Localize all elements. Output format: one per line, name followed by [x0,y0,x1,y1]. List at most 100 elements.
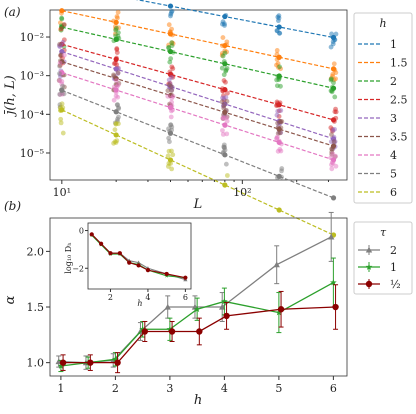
data-point-tau2 [273,261,280,268]
data-point-h1.5 [220,35,226,40]
data-point-h2 [220,53,226,59]
data-point-h4 [222,122,228,128]
data-point-h4 [170,93,176,99]
plot-b-area [55,211,339,374]
data-point-h1 [276,24,282,30]
data-point-h4 [224,115,229,121]
data-point-h2.5 [58,26,64,32]
data-point-tau1 [57,362,65,369]
inset-point-tau½ [136,263,141,268]
plot-b-frame [49,217,348,377]
data-point-h1.5 [331,61,337,67]
data-point-tau2 [164,303,171,310]
data-point-h3 [275,108,281,114]
data-point-h2 [168,56,174,61]
data-point-h3 [274,112,280,118]
data-point-h2 [276,73,282,79]
data-point-h4 [220,128,225,133]
fit-line-h3.5 [61,61,334,147]
data-point-h6 [113,132,119,138]
legend-b-marker-2 [365,246,373,253]
x-tick-label: 6 [330,382,337,395]
data-point-h3.5 [276,126,282,132]
legend-a-box [353,12,413,204]
data-point-h2 [113,36,119,42]
legend-a-label-5: 5 [390,168,397,181]
data-point-h5 [222,144,227,150]
data-point-tau½ [196,328,203,335]
data-point-h1.5 [222,42,228,49]
data-point-h6 [276,207,282,213]
fit-line-h5 [61,89,334,199]
inset-point-tau½ [127,260,132,265]
data-point-h3.5 [278,118,283,124]
data-point-h6 [169,166,175,172]
data-point-h5 [59,87,65,93]
data-point-tau1 [221,297,228,305]
data-point-h5 [166,126,171,132]
data-point-h2.5 [114,50,120,55]
legend-b-label-½: ½ [390,278,401,291]
inset-point-tau½ [145,268,151,273]
inset-y-tick-label: −2 [72,264,84,273]
data-point-h2.5 [112,60,118,66]
data-point-h3.5 [331,139,337,145]
data-point-h2 [59,15,64,21]
data-point-h3.5 [221,102,227,108]
data-point-h3.5 [169,84,174,89]
inset-point-tau½ [89,232,94,237]
data-point-h6 [166,148,172,154]
data-point-h1.5 [115,15,120,21]
data-point-h2.5 [330,117,337,123]
data-point-h6 [170,152,176,158]
data-point-h5 [167,139,172,145]
fit-line-h6 [61,109,334,236]
inset-frame [87,222,192,290]
data-point-h4 [333,153,338,159]
data-point-h5 [116,105,121,111]
data-point-h3.5 [219,99,225,105]
data-point-tau½ [332,303,339,311]
panel-a-label: (a) [4,5,21,19]
data-point-tau½ [141,328,149,335]
data-point-tau2 [327,233,335,240]
legend-a-label-1.5: 1.5 [390,57,408,70]
fit-line-h1.5 [61,10,334,70]
data-point-h3.5 [57,41,63,47]
data-point-h3 [166,77,172,83]
data-point-h2.5 [225,90,230,96]
data-point-h2.5 [170,66,176,71]
y-tick-label: 1.5 [27,301,45,314]
data-point-h6 [113,140,119,145]
legend-a-title: h [379,17,386,30]
data-point-h3 [113,66,119,72]
data-point-h2 [330,85,337,91]
plot-b-ticks: 1 2 3 4 5 6 1.0 1.5 2.0 [27,245,337,395]
data-point-h2 [278,83,283,89]
data-point-h5 [57,63,62,69]
data-point-h3.5 [165,88,171,94]
legend-b-label-1: 1 [390,261,397,274]
data-point-h3.5 [169,88,174,94]
data-point-h4 [115,94,121,100]
data-point-h4 [220,115,226,121]
data-point-h1 [330,34,337,41]
data-point-tau1 [166,325,174,333]
data-point-h2 [166,45,172,50]
data-point-h5 [222,152,228,158]
data-point-h2 [332,94,338,100]
data-point-h5 [61,91,67,97]
x-tick-label: 10² [233,186,251,199]
data-point-h1 [167,3,174,9]
data-point-h6 [58,120,64,126]
data-point-tau½ [114,359,121,366]
y-tick-label: 2.0 [27,245,45,258]
data-point-h6 [112,127,118,133]
inset-y-tick-label: 0 [79,227,84,236]
x-tick-label: 5 [275,382,282,395]
data-point-h4 [167,104,174,111]
data-point-h1 [277,30,283,36]
data-point-h5 [223,161,229,167]
data-point-h2.5 [114,46,120,51]
fit-line-h3 [61,51,334,140]
